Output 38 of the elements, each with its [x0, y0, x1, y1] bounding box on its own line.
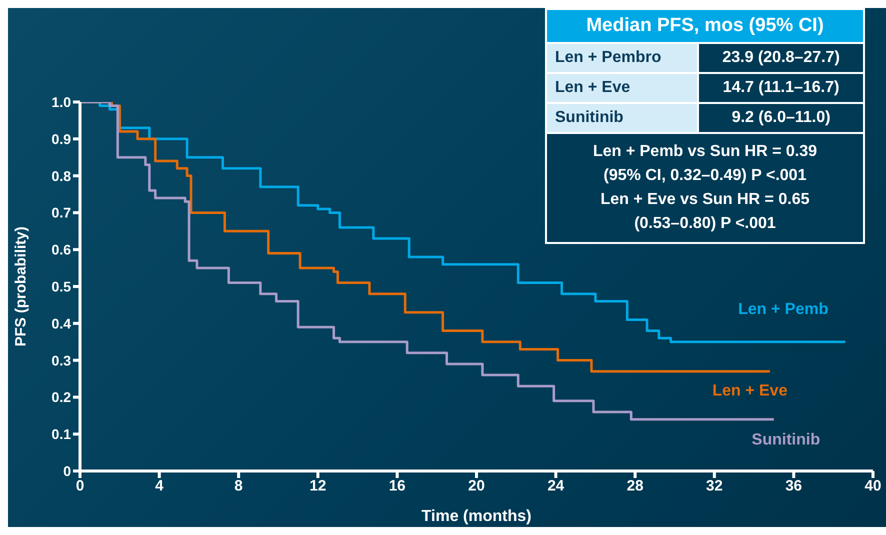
x-tick-label: 4	[155, 478, 164, 495]
x-tick-label: 32	[706, 478, 723, 495]
text: Len + Eve	[555, 79, 630, 96]
y-tick-label: 0.7	[52, 204, 72, 221]
x-tick-label: 16	[388, 478, 406, 495]
x-axis-title: Time (months)	[422, 508, 532, 525]
annotation: 9.2 (6.0–11.0)	[698, 103, 864, 133]
x-tick-label: 20	[468, 478, 485, 495]
series-label: Len + Eve	[712, 382, 788, 400]
series-label: Len + Pemb	[738, 300, 829, 318]
x-tick-label: 36	[785, 478, 802, 495]
series-label: Sunitinib	[752, 431, 820, 448]
y-tick-label: 0.6	[52, 242, 72, 258]
annotation: Len + Eve vs Sun HR = 0.65	[600, 190, 810, 210]
y-tick-label: 0	[63, 462, 72, 479]
y-tick-label: 0.9	[52, 130, 72, 147]
y-axis-title: PFS (probability)	[12, 226, 30, 346]
y-tick-label: 0.2	[52, 389, 72, 406]
y-tick-label: 0.5	[52, 278, 72, 294]
text: 23.9 (20.8–27.7)	[722, 49, 840, 66]
x-tick-label: 12	[310, 478, 326, 495]
annotation: (95% CI, 0.32–0.49) P <.001	[602, 166, 808, 186]
annotation: Sunitinib	[546, 103, 698, 133]
text: Median PFS, mos (95% CI)	[586, 15, 824, 36]
y-tick-label: 0.1	[52, 426, 72, 442]
x-tick-label: 8	[234, 478, 243, 495]
text: Len + Pembro	[555, 49, 662, 66]
y-tick-label: 0.8	[52, 168, 72, 184]
annotation: Len + Pemb vs Sun HR = 0.39	[592, 142, 818, 162]
y-tick-label: 0.3	[52, 352, 72, 368]
text: 14.7 (11.1–16.7)	[722, 79, 840, 96]
y-tick-label: 1.0	[52, 94, 72, 110]
x-tick-label: 0	[76, 478, 84, 495]
y-tick-label: 0.4	[52, 315, 72, 332]
x-tick-label: 24	[547, 478, 565, 495]
annotation: (0.53–0.80) P <.001	[633, 214, 777, 234]
x-tick-label: 40	[864, 478, 882, 495]
x-tick-label: 28	[626, 478, 644, 495]
